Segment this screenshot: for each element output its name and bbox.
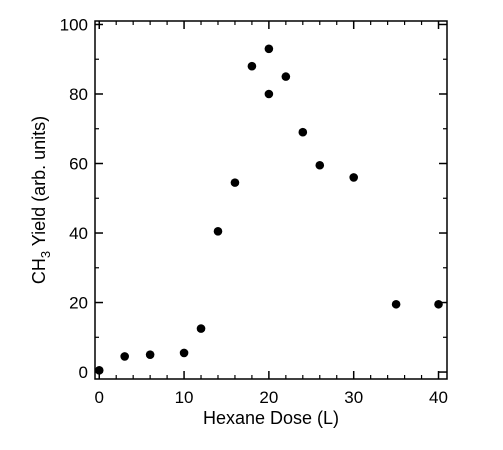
data-point — [196, 324, 206, 333]
x-tick-label: 40 — [429, 388, 448, 407]
data-point — [213, 226, 223, 236]
axis-ticks — [95, 21, 447, 379]
data-point — [145, 350, 155, 359]
y-tick-label: 100 — [60, 15, 88, 34]
data-point — [391, 299, 401, 309]
y-tick-label: 60 — [69, 155, 88, 174]
x-axis-label: Hexane Dose (L) — [203, 408, 339, 428]
data-point — [120, 352, 129, 361]
y-axis-label: CH3 Yield (arb. units) — [29, 116, 53, 284]
y-axis-label-suffix: Yield (arb. units) — [29, 116, 49, 251]
x-tick-label: 30 — [344, 388, 363, 407]
data-point — [230, 178, 240, 187]
data-point — [179, 348, 189, 358]
x-tick-label: 0 — [95, 388, 104, 407]
data-point — [264, 89, 274, 99]
data-point — [349, 173, 358, 182]
tick-labels: 0 10 20 30 40 0 20 40 60 80 100 — [60, 15, 448, 407]
data-point — [94, 366, 104, 375]
data-points — [94, 44, 443, 375]
data-point — [315, 160, 325, 170]
x-tick-label: 20 — [259, 388, 278, 407]
data-point — [247, 61, 257, 71]
data-point — [434, 299, 443, 309]
data-point — [281, 72, 291, 81]
y-axis-label-prefix: CH — [29, 258, 49, 284]
y-tick-label: 80 — [69, 85, 88, 104]
y-tick-label: 40 — [69, 224, 88, 243]
y-tick-label: 0 — [79, 363, 88, 382]
data-point — [264, 44, 274, 54]
data-point — [298, 127, 308, 137]
x-tick-label: 10 — [175, 388, 194, 407]
y-tick-label: 20 — [69, 294, 88, 313]
y-axis-label-subscript: 3 — [38, 251, 53, 258]
plot-frame — [94, 20, 448, 380]
